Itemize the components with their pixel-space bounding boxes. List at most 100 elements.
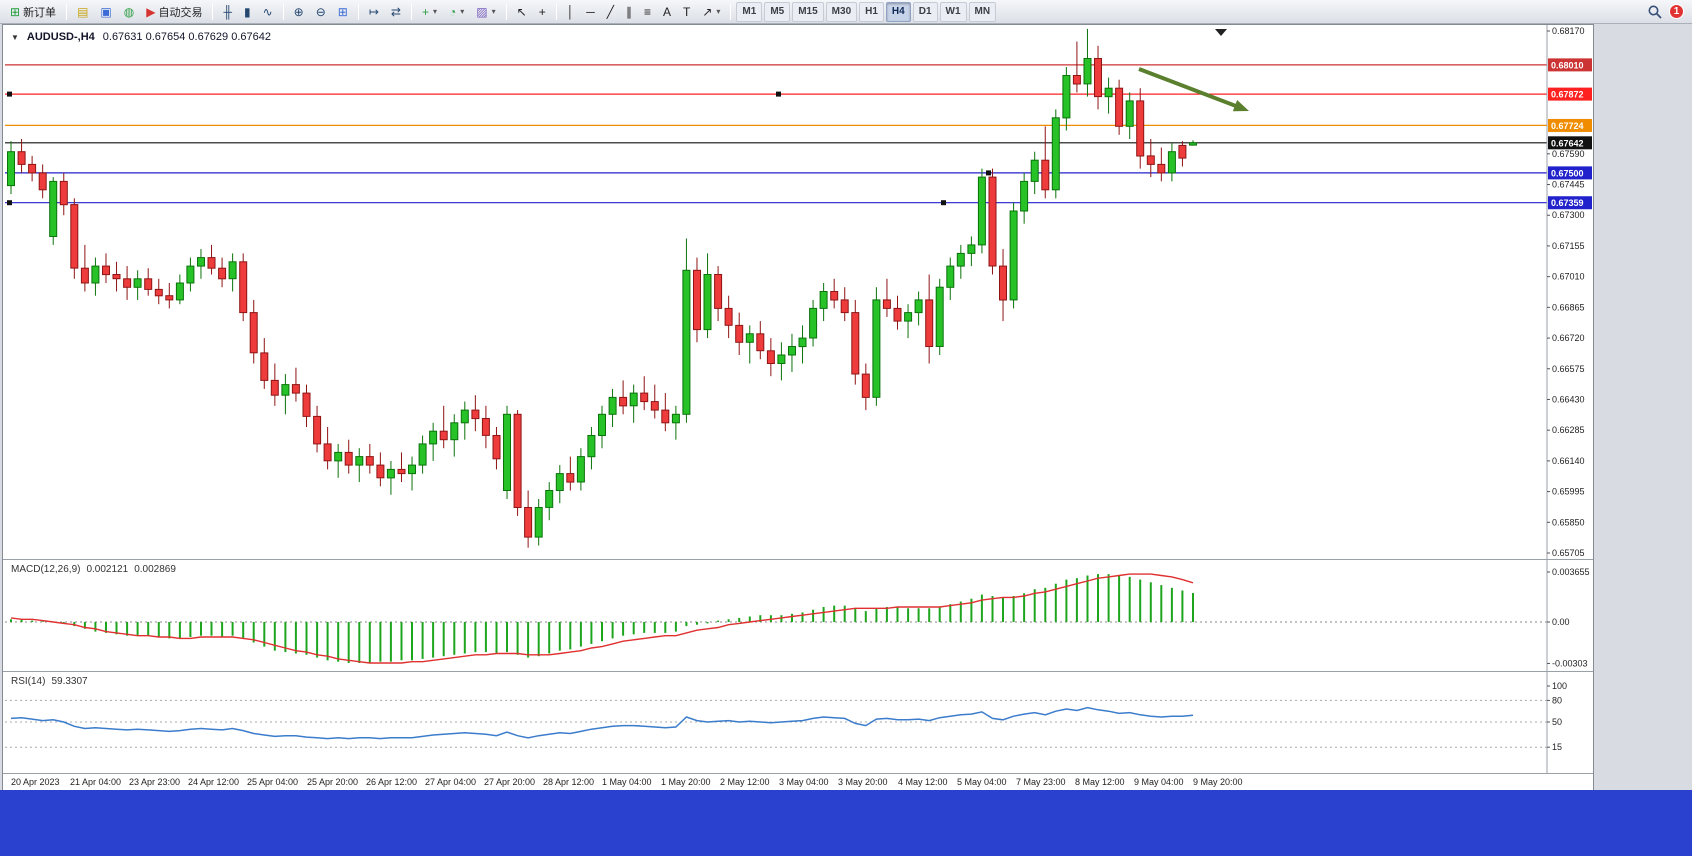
arrows-dropdown[interactable]: ↗ ▾ bbox=[697, 2, 725, 22]
rsi-chart[interactable]: 100 80 50 15 bbox=[3, 672, 1593, 773]
rsi-value: 59.3307 bbox=[51, 676, 88, 687]
trendline-button[interactable]: ╱ bbox=[602, 2, 619, 22]
caret-down-icon: ▾ bbox=[432, 7, 437, 16]
templates-dropdown[interactable]: ▨ ▾ bbox=[471, 2, 500, 22]
price-tag bbox=[1548, 166, 1592, 180]
chart-shift-marker[interactable] bbox=[1215, 29, 1227, 36]
svg-text:0.68170: 0.68170 bbox=[1552, 26, 1585, 36]
market-watch-button[interactable]: ◍ bbox=[119, 2, 139, 22]
time-axis-label: 9 May 04:00 bbox=[1134, 777, 1184, 787]
label-button[interactable]: T bbox=[678, 2, 695, 22]
autotrading-icon: ▶ bbox=[146, 4, 156, 19]
bottom-bar bbox=[0, 790, 1692, 856]
time-axis-label: 25 Apr 04:00 bbox=[247, 777, 299, 787]
svg-text:0.67872: 0.67872 bbox=[1551, 90, 1584, 100]
timeframe-mn-label: MN bbox=[974, 6, 991, 17]
time-axis-label: 28 Apr 12:00 bbox=[543, 777, 595, 787]
timeframe-d1[interactable]: D1 bbox=[912, 1, 938, 22]
timeframe-h4-label: H4 bbox=[891, 6, 905, 17]
svg-text:0.65995: 0.65995 bbox=[1552, 487, 1585, 497]
search-icon[interactable] bbox=[1647, 4, 1663, 20]
svg-text:0.68010: 0.68010 bbox=[1551, 60, 1584, 70]
autotrading-button-label: 自动交易 bbox=[158, 6, 203, 19]
timeframe-m15[interactable]: M15 bbox=[792, 1, 824, 22]
main-chart-panel[interactable]: 0.68170 0.67590 0.67445 0.67300 0.67155 0.670… bbox=[3, 25, 1593, 559]
notification-badge[interactable]: 1 bbox=[1669, 4, 1684, 19]
svg-text:0.66140: 0.66140 bbox=[1552, 456, 1585, 466]
periods-dropdown[interactable]: ◔ ▾ bbox=[444, 2, 469, 22]
toolbar-separator bbox=[282, 3, 284, 20]
svg-text:0.67359: 0.67359 bbox=[1551, 198, 1584, 208]
macd-histogram-group bbox=[10, 574, 1194, 663]
vertical-line-button[interactable]: │ bbox=[562, 2, 580, 22]
toolbar-separator bbox=[730, 3, 732, 20]
time-axis-label: 3 May 20:00 bbox=[838, 777, 888, 787]
line-chart-button[interactable]: ∿ bbox=[258, 2, 278, 22]
charts-button[interactable]: ▤ bbox=[72, 2, 93, 22]
rsi-panel[interactable]: 100 80 50 15 RSI(14) 59.3307 bbox=[3, 671, 1593, 773]
channel-button[interactable]: ∥ bbox=[621, 2, 637, 22]
rsi-label: RSI(14) 59.3307 bbox=[11, 676, 88, 687]
timeframe-m1[interactable]: M1 bbox=[736, 1, 763, 22]
svg-text:0.67590: 0.67590 bbox=[1552, 149, 1585, 159]
toolbar: ⊞ 新订单 ▤ ▣ ◍ ▶ 自动交易 ╫ ▮ ∿ ⊕ ⊖ ⊞ ↦ ⇄ + ▾ ◔ ▾ ▨ ▾ ↖ + │ ─ ╱ ∥ ≡ A T ↗ ▾ M1 M… bbox=[0, 0, 1692, 24]
time-axis-label: 2 May 12:00 bbox=[720, 777, 770, 787]
timeframe-m30[interactable]: M30 bbox=[825, 1, 858, 22]
autotrading-button[interactable]: ▶ 自动交易 bbox=[141, 2, 207, 22]
channel-icon: ∥ bbox=[625, 4, 632, 19]
tile-windows-button[interactable]: ⊞ bbox=[333, 2, 353, 22]
horizontal-line-icon: ─ bbox=[586, 4, 595, 19]
macd-panel[interactable]: 0.003655 0.00 -0.00303 MACD(12,26,9) 0.002… bbox=[3, 559, 1593, 671]
timeframe-mn[interactable]: MN bbox=[968, 1, 997, 22]
toolbar-separator bbox=[212, 3, 214, 20]
price-axis-group[interactable]: 0.68170 0.67590 0.67445 0.67300 0.67155 0.670… bbox=[1546, 25, 1592, 559]
fibonacci-icon: ≡ bbox=[643, 4, 651, 19]
svg-text:-0.00303: -0.00303 bbox=[1552, 658, 1588, 668]
macd-label: MACD(12,26,9) 0.002121 0.002869 bbox=[11, 564, 176, 575]
macd-chart[interactable]: 0.003655 0.00 -0.00303 bbox=[3, 560, 1593, 671]
svg-text:0.67010: 0.67010 bbox=[1552, 272, 1585, 282]
auto-scroll-button[interactable]: ↦ bbox=[364, 2, 384, 22]
price-tag bbox=[1548, 196, 1592, 210]
charts-icon: ▤ bbox=[77, 4, 89, 19]
chart-shift-button[interactable]: ⇄ bbox=[386, 2, 406, 22]
new-order-icon: ⊞ bbox=[10, 4, 21, 19]
collapse-icon[interactable]: ▼ bbox=[11, 32, 19, 42]
crosshair-button[interactable]: + bbox=[534, 2, 551, 22]
timeframe-m5[interactable]: M5 bbox=[764, 1, 791, 22]
new-order-button[interactable]: ⊞ 新订单 bbox=[5, 2, 61, 22]
bar-chart-button[interactable]: ╫ bbox=[218, 2, 237, 22]
trend-arrow-annotation[interactable] bbox=[1138, 67, 1249, 112]
timeframe-w1[interactable]: W1 bbox=[939, 1, 967, 22]
chart-title: ▼ AUDUSD-,H4 0.67631 0.67654 0.67629 0.6… bbox=[11, 31, 271, 43]
time-axis-label: 20 Apr 2023 bbox=[11, 777, 60, 787]
fibonacci-button[interactable]: ≡ bbox=[639, 2, 656, 22]
zoom-in-button[interactable]: ⊕ bbox=[289, 2, 309, 22]
profiles-button[interactable]: ▣ bbox=[95, 2, 116, 22]
timeframe-h1[interactable]: H1 bbox=[859, 1, 884, 22]
candlestick-chart[interactable]: 0.68170 0.67590 0.67445 0.67300 0.67155 0.670… bbox=[3, 25, 1593, 559]
timeframe-w1-label: W1 bbox=[945, 6, 961, 17]
svg-text:0.67724: 0.67724 bbox=[1551, 121, 1584, 131]
time-axis[interactable]: 20 Apr 2023 21 Apr 04:00 23 Apr 23:00 24 Ap… bbox=[3, 773, 1593, 790]
time-axis-label: 4 May 12:00 bbox=[898, 777, 948, 787]
rsi-line bbox=[10, 706, 1194, 740]
hlines-group[interactable] bbox=[5, 64, 1547, 206]
time-axis-label: 7 May 23:00 bbox=[1016, 777, 1066, 787]
time-axis-label: 27 Apr 04:00 bbox=[425, 777, 477, 787]
candlestick-chart-button[interactable]: ▮ bbox=[239, 2, 256, 22]
new-chart-dropdown[interactable]: + ▾ bbox=[417, 2, 442, 22]
timeframe-h4[interactable]: H4 bbox=[885, 1, 911, 22]
text-button[interactable]: A bbox=[658, 2, 676, 22]
cursor-icon: ↖ bbox=[516, 4, 527, 19]
svg-text:0.00: 0.00 bbox=[1552, 617, 1570, 627]
cursor-button[interactable]: ↖ bbox=[512, 2, 532, 22]
symbol-timeframe-label: AUDUSD-,H4 bbox=[26, 31, 95, 43]
zoom-out-button[interactable]: ⊖ bbox=[311, 2, 331, 22]
arrows-icon: ↗ bbox=[702, 4, 713, 19]
horizontal-line-button[interactable]: ─ bbox=[581, 2, 600, 22]
caret-down-icon: ▾ bbox=[716, 7, 721, 16]
zoom-in-icon: ⊕ bbox=[293, 4, 304, 19]
timeframe-m30-label: M30 bbox=[831, 6, 852, 17]
svg-text:0.67500: 0.67500 bbox=[1551, 168, 1584, 178]
